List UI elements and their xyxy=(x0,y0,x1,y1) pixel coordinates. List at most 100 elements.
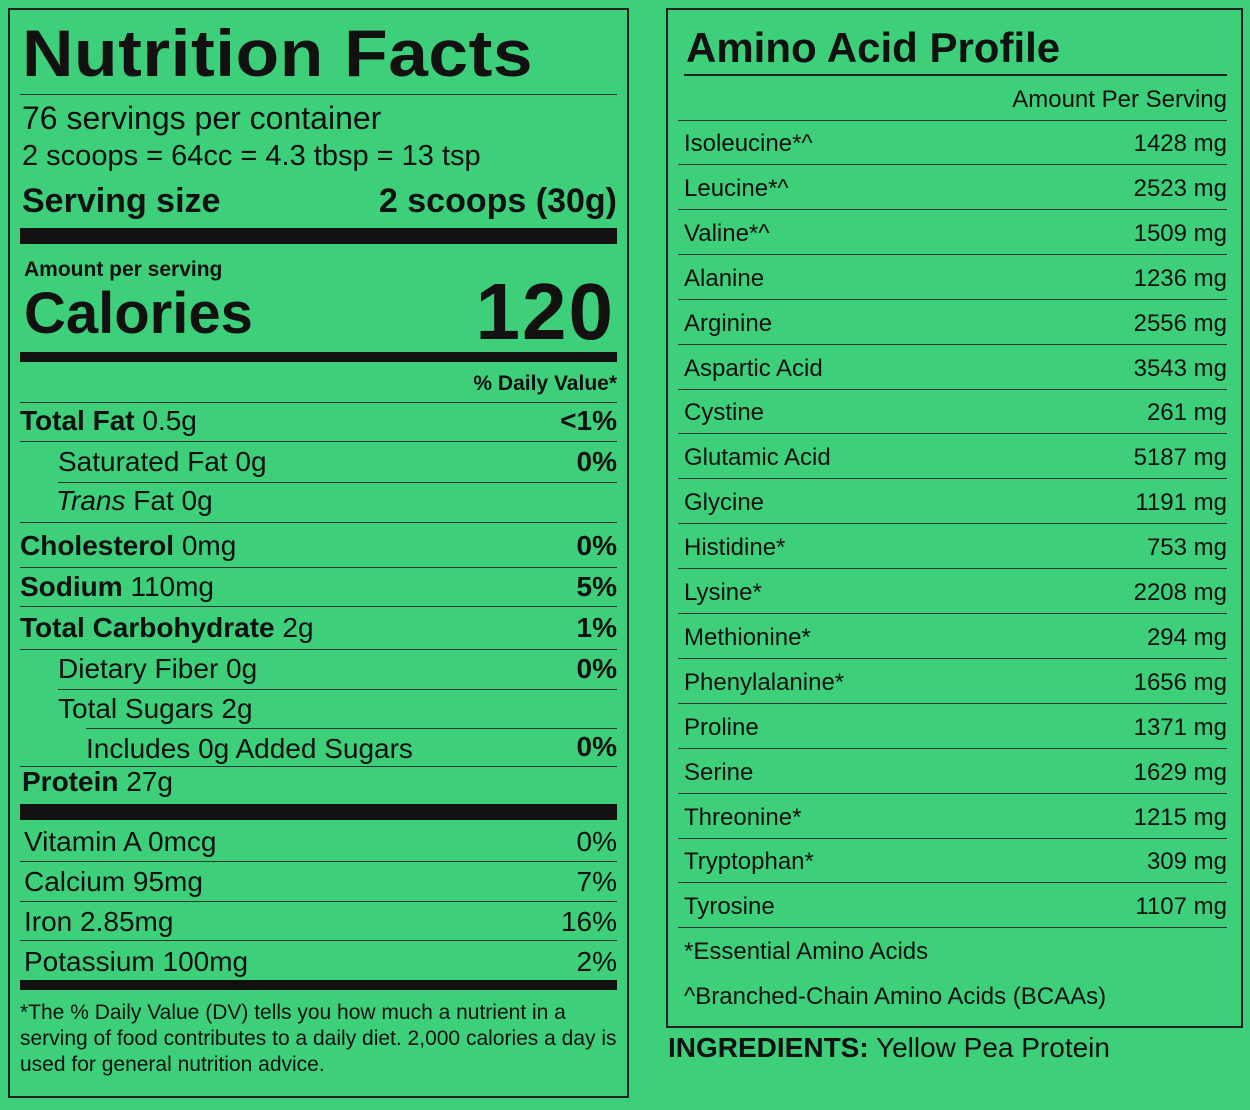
nutrient-percent: 5% xyxy=(576,571,617,602)
nutrient-amount: 2g xyxy=(282,612,314,643)
divider xyxy=(20,940,617,941)
amino-acid-title: Amino Acid Profile xyxy=(686,24,1061,71)
nutrient-amount: 27g xyxy=(126,766,173,797)
divider xyxy=(678,433,1227,434)
amino-acid-row: Isoleucine*^ 1428 mg xyxy=(684,130,1227,158)
vitamin-name: Iron 2.85mg xyxy=(24,906,174,937)
amino-acid-value: 1191 mg xyxy=(1135,489,1227,516)
divider xyxy=(678,568,1227,569)
amino-acid-row: Tyrosine 1107 mg xyxy=(684,893,1227,921)
amount-per-serving-label: Amount per serving xyxy=(24,258,223,281)
amino-acid-name: Aspartic Acid xyxy=(684,355,823,382)
nutrition-facts-title: Nutrition Facts xyxy=(22,16,534,90)
amino-acid-name: Valine*^ xyxy=(684,220,770,247)
amino-acid-value: 261 mg xyxy=(1146,399,1227,426)
amino-acid-row: Lysine* 2208 mg xyxy=(684,579,1227,607)
nutrient-percent: 0% xyxy=(576,653,617,684)
amino-acid-name: Histidine* xyxy=(684,534,786,561)
daily-value-footnote: *The % Daily Value (DV) tells you how mu… xyxy=(20,1001,617,1076)
nutrient-name: Sodium xyxy=(20,571,123,602)
divider xyxy=(678,703,1227,704)
amino-acid-value: 1656 mg xyxy=(1133,669,1227,696)
nutrient-name: Total Sugars 2g xyxy=(58,693,253,724)
divider xyxy=(86,728,617,729)
amino-acid-value: 753 mg xyxy=(1146,534,1227,561)
divider xyxy=(58,482,617,483)
amino-acid-value: 1236 mg xyxy=(1133,265,1227,292)
amino-acid-value: 1215 mg xyxy=(1133,804,1227,831)
amino-acid-name: Methionine* xyxy=(684,624,811,651)
divider xyxy=(20,901,617,902)
nutrient-name: Total Carbohydrate xyxy=(20,612,275,643)
calories-label: Calories xyxy=(24,281,253,346)
vitamin-percent: 7% xyxy=(576,866,617,897)
nutrition-facts-panel: Nutrition Facts 76 servings per containe… xyxy=(8,8,629,1098)
amino-acid-name: Tyrosine xyxy=(684,893,775,920)
amino-acid-row: Cystine 261 mg xyxy=(684,399,1227,427)
amino-acid-row: Phenylalanine* 1656 mg xyxy=(684,669,1227,697)
vitamin-name: Vitamin A 0mcg xyxy=(24,826,217,857)
nutrient-percent: 0% xyxy=(576,530,617,561)
amino-acid-value: 2523 mg xyxy=(1133,175,1227,202)
amino-acid-value: 1629 mg xyxy=(1133,759,1227,786)
divider xyxy=(20,649,617,650)
amino-acid-name: Tryptophan* xyxy=(684,848,814,875)
nutrient-name: Cholesterol xyxy=(20,530,175,561)
nutrient-name: Total Fat xyxy=(20,405,135,436)
amino-acid-name: Leucine*^ xyxy=(684,175,789,202)
amino-acid-row: Histidine* 753 mg xyxy=(684,534,1227,562)
nutrient-percent: <1% xyxy=(560,405,617,436)
servings-per-container: 76 servings per container xyxy=(22,100,382,136)
divider xyxy=(58,689,617,690)
amino-acid-value: 309 mg xyxy=(1146,848,1227,875)
amino-acid-value: 2208 mg xyxy=(1133,579,1227,606)
amino-acid-row: Leucine*^ 2523 mg xyxy=(684,175,1227,203)
bcaa-note: ^Branched-Chain Amino Acids (BCAAs) xyxy=(684,983,1107,1010)
thick-divider xyxy=(20,804,617,820)
nutrient-amount: 0mg xyxy=(181,530,237,561)
nutrient-percent: 1% xyxy=(576,612,617,643)
amino-acid-name: Alanine xyxy=(684,265,765,292)
amino-acid-name: Phenylalanine* xyxy=(684,669,845,696)
divider xyxy=(20,522,617,523)
amino-acid-name: Arginine xyxy=(684,310,773,337)
amino-acid-row: Alanine 1236 mg xyxy=(684,265,1227,293)
amino-acid-panel: Amino Acid Profile Amount Per Serving Is… xyxy=(666,8,1243,1028)
divider xyxy=(678,523,1227,524)
amino-acid-row: Glycine 1191 mg xyxy=(684,489,1227,517)
divider xyxy=(678,164,1227,165)
ingredients-label: INGREDIENTS: xyxy=(668,1032,869,1063)
serving-size-label: Serving size xyxy=(22,182,221,220)
amino-acid-row: Arginine 2556 mg xyxy=(684,310,1227,338)
divider xyxy=(678,299,1227,300)
divider xyxy=(678,478,1227,479)
ingredients-line: INGREDIENTS: Yellow Pea Protein xyxy=(668,1032,1110,1064)
amino-acid-name: Proline xyxy=(684,714,759,741)
amino-acid-value: 2556 mg xyxy=(1133,310,1227,337)
essential-note: *Essential Amino Acids xyxy=(684,938,929,965)
divider xyxy=(20,402,617,403)
nutrient-name: Saturated Fat 0g xyxy=(58,446,267,477)
daily-value-header: % Daily Value* xyxy=(473,372,617,395)
divider xyxy=(678,882,1227,883)
divider xyxy=(678,658,1227,659)
divider xyxy=(678,748,1227,749)
divider xyxy=(678,389,1227,390)
vitamin-name: Calcium 95mg xyxy=(24,866,203,897)
divider xyxy=(20,606,617,607)
amino-acid-name: Isoleucine*^ xyxy=(684,130,813,157)
amino-acid-name: Glycine xyxy=(684,489,765,516)
trans-label: Trans xyxy=(56,485,126,516)
divider xyxy=(678,838,1227,839)
amino-acid-value: 294 mg xyxy=(1146,624,1227,651)
divider xyxy=(678,613,1227,614)
amino-acid-name: Cystine xyxy=(684,399,765,426)
divider xyxy=(20,441,617,442)
divider xyxy=(20,94,617,95)
amino-acid-row: Glutamic Acid 5187 mg xyxy=(684,444,1227,472)
vitamin-percent: 16% xyxy=(560,906,617,937)
amino-acid-value: 5187 mg xyxy=(1133,444,1227,471)
nutrient-percent: 0% xyxy=(576,731,617,762)
amino-acid-row: Serine 1629 mg xyxy=(684,759,1227,787)
medium-divider xyxy=(20,980,617,990)
